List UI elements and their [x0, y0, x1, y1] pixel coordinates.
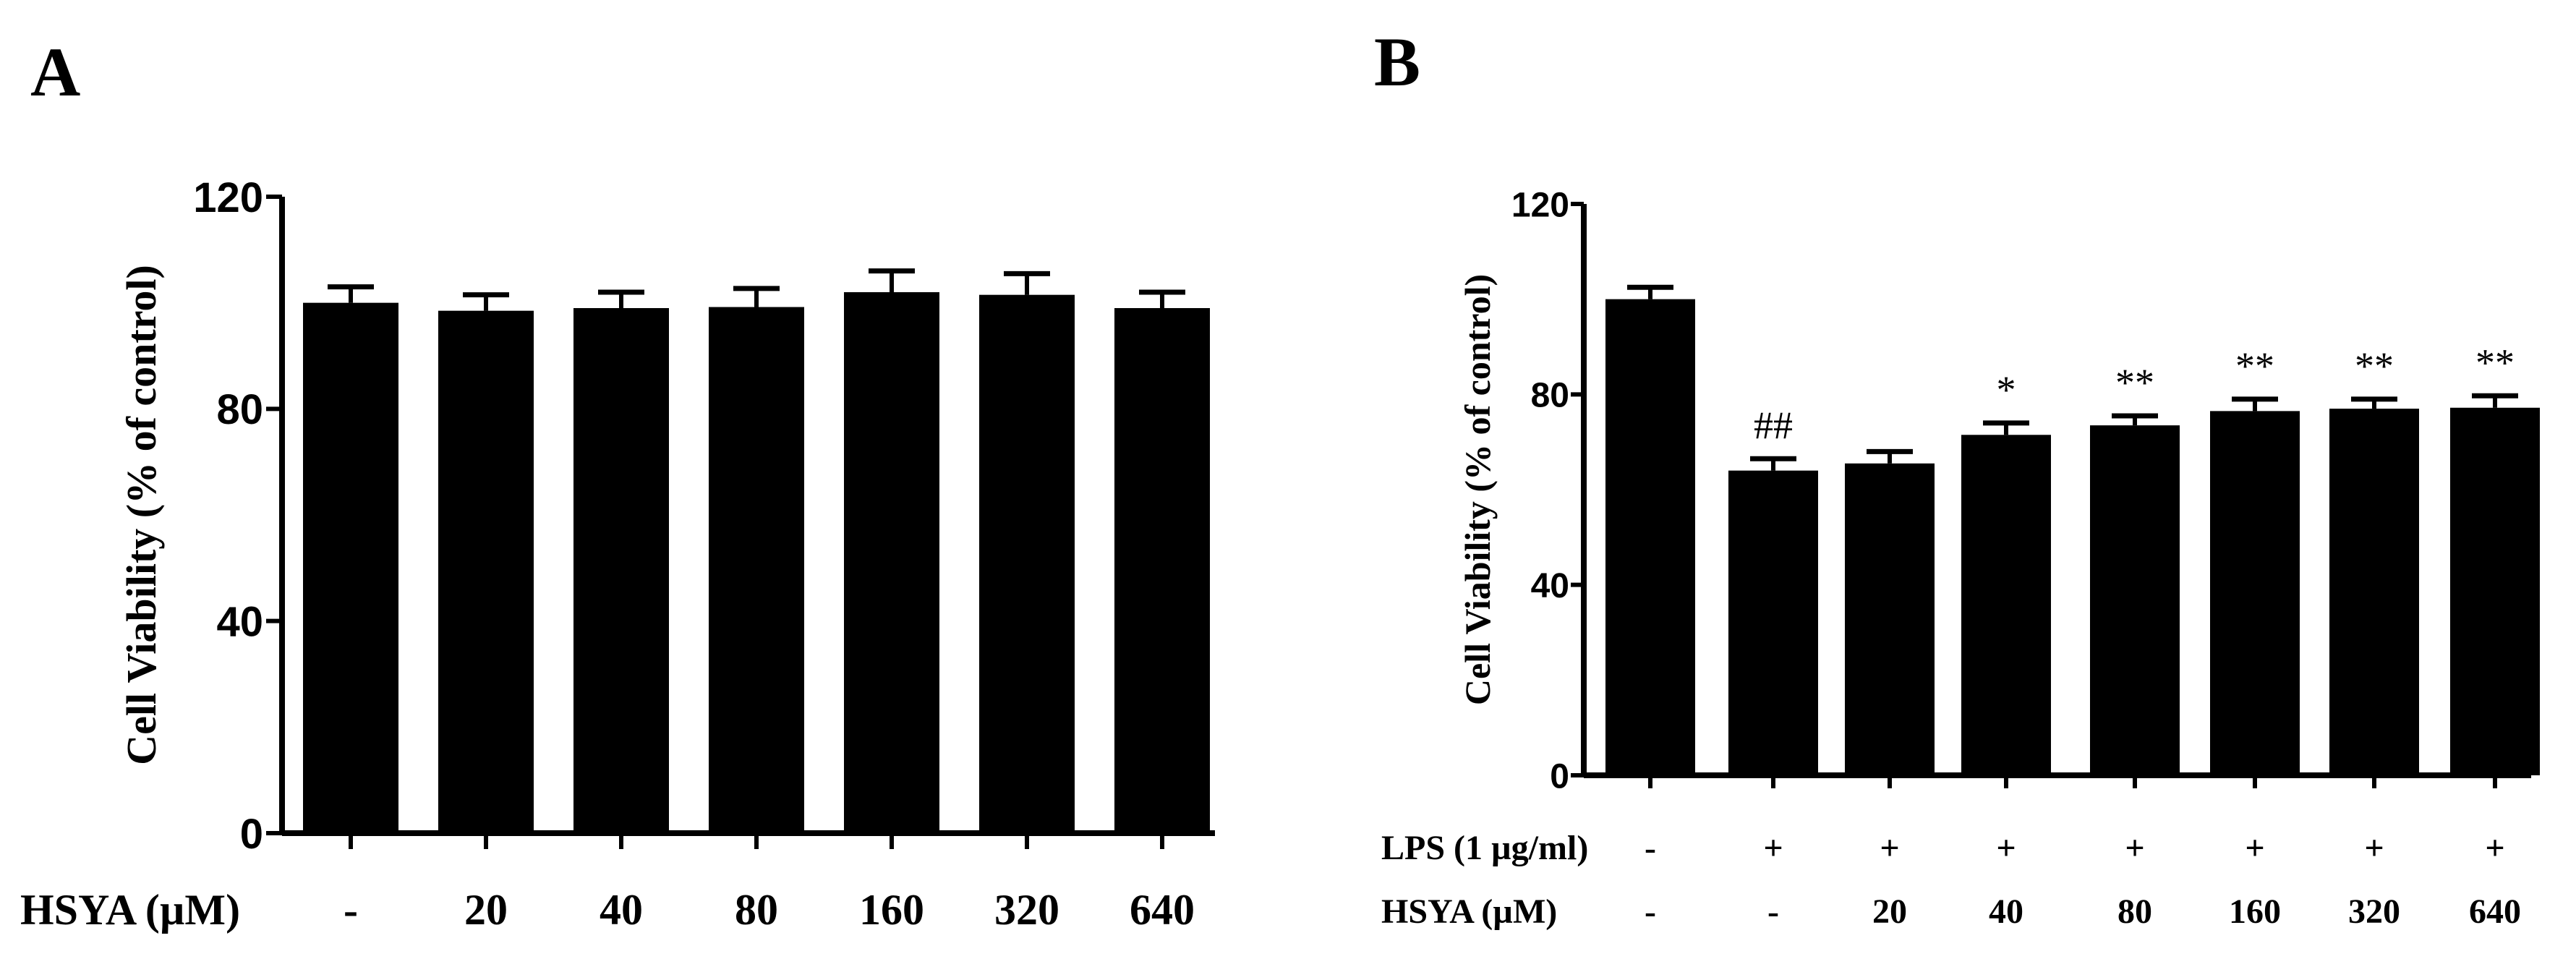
y-tick-label: 120: [193, 174, 263, 221]
bar: [2090, 425, 2180, 775]
x-tick-label: 160: [859, 886, 924, 934]
treatment-row-label: HSYA (µM): [1381, 892, 1557, 931]
y-tick-label: 40: [216, 599, 263, 646]
y-tick-label: 120: [1511, 186, 1569, 224]
significance-label: **: [2355, 344, 2394, 388]
bar: [1605, 299, 1695, 776]
x-tick-label: +: [2485, 829, 2504, 867]
x-tick-label: +: [1996, 829, 2016, 867]
panel-a-chart: 0 40 80 120 Cell Viability (% of control) HSY…: [20, 174, 1215, 934]
x-tick-label: 640: [2469, 892, 2521, 931]
panel-label-a: A: [30, 33, 80, 111]
bar: [1845, 463, 1935, 775]
x-tick-label: 40: [1989, 892, 2023, 931]
significance-label: **: [2115, 361, 2154, 404]
x-tick-label: 160: [2229, 892, 2281, 931]
x-tick-label: +: [1763, 829, 1783, 867]
bar: [709, 307, 804, 833]
x-tick-label: +: [2364, 829, 2384, 867]
panel-b-chart: 0 40 80 120 Cell Viability (% of control) ## *…: [1381, 186, 2540, 931]
bar: [2329, 409, 2419, 775]
y-tick-label: 40: [1531, 567, 1569, 605]
bar: [573, 308, 669, 833]
x-tick-label: 80: [2117, 892, 2152, 931]
x-tick-label: 80: [735, 886, 778, 934]
bar: [438, 310, 534, 834]
treatment-row-label: HSYA (µM): [20, 886, 240, 934]
x-tick-label: 40: [600, 886, 643, 934]
x-tick-label: 640: [1130, 886, 1195, 934]
bar: [979, 294, 1075, 834]
y-tick-label: 0: [1550, 757, 1569, 796]
y-tick-label: 80: [216, 386, 263, 433]
x-tick-label: -: [1645, 829, 1656, 867]
y-tick-label: 0: [240, 811, 263, 858]
bar: [2210, 411, 2300, 775]
y-axis-label: Cell Viability (% of control): [118, 265, 165, 765]
x-tick-label: -: [1767, 892, 1779, 931]
x-tick-label: -: [344, 886, 358, 934]
x-tick-label: -: [1645, 892, 1656, 931]
bar: [844, 292, 939, 833]
x-tick-label: 320: [2348, 892, 2400, 931]
y-axis-label: Cell Viability (% of control): [1457, 274, 1498, 705]
x-tick-label: 320: [994, 886, 1059, 934]
bar: [1728, 470, 1818, 775]
significance-label: ##: [1754, 404, 1793, 447]
x-tick-label: 20: [1872, 892, 1907, 931]
y-tick-label: 80: [1531, 377, 1569, 415]
significance-label: **: [2475, 341, 2515, 384]
panel-label-b: B: [1374, 23, 1420, 101]
bar: [303, 302, 398, 834]
bar: [2450, 407, 2540, 775]
x-tick-label: 20: [464, 886, 508, 934]
treatment-row-label: LPS (1 µg/ml): [1381, 829, 1588, 867]
x-tick-label: +: [2125, 829, 2144, 867]
x-tick-label: +: [1880, 829, 1899, 867]
bar: [1961, 435, 2051, 775]
significance-label: *: [1997, 368, 2016, 412]
bar: [1114, 308, 1210, 833]
x-tick-label: +: [2245, 829, 2264, 867]
significance-label: **: [2235, 344, 2274, 388]
